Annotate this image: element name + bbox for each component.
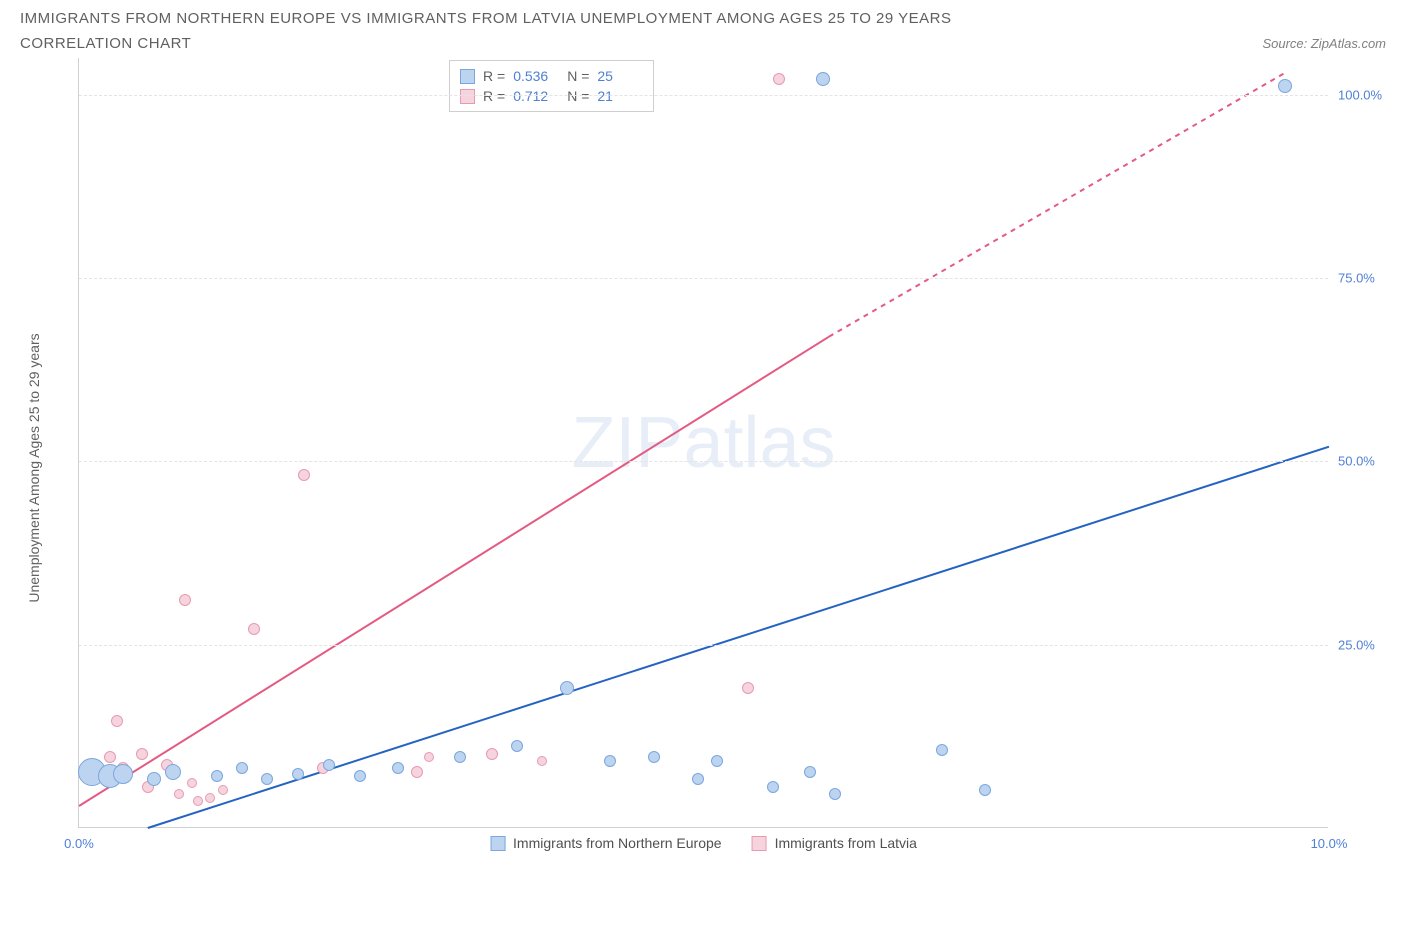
y-tick-label: 100.0%: [1338, 87, 1388, 102]
y-axis-label: Unemployment Among Ages 25 to 29 years: [26, 333, 42, 602]
stat-r-value: 0.536: [513, 66, 559, 86]
stat-r-value: 0.712: [513, 86, 559, 106]
data-point: [354, 770, 366, 782]
data-point: [104, 751, 116, 763]
legend-swatch: [460, 69, 475, 84]
stats-legend-row: R = 0.536 N = 25: [460, 66, 643, 86]
data-point: [111, 715, 123, 727]
data-point: [511, 740, 523, 752]
y-tick-label: 25.0%: [1338, 637, 1388, 652]
data-point: [211, 770, 223, 782]
data-point: [205, 793, 215, 803]
stats-legend: R = 0.536 N = 25 R = 0.712 N = 21: [449, 60, 654, 112]
gridline: [79, 95, 1328, 96]
legend-swatch: [490, 836, 505, 851]
gridline: [79, 278, 1328, 279]
data-point: [692, 773, 704, 785]
data-point: [323, 759, 335, 771]
source-label: Source: ZipAtlas.com: [1262, 36, 1386, 51]
data-point: [193, 796, 203, 806]
stats-legend-row: R = 0.712 N = 21: [460, 86, 643, 106]
data-point: [767, 781, 779, 793]
data-point: [648, 751, 660, 763]
data-point: [711, 755, 723, 767]
data-point: [604, 755, 616, 767]
data-point: [411, 766, 423, 778]
data-point: [147, 772, 161, 786]
data-point: [560, 681, 574, 695]
regression-line: [829, 73, 1285, 337]
data-point: [298, 469, 310, 481]
data-point: [936, 744, 948, 756]
gridline: [79, 645, 1328, 646]
stat-n-value: 21: [597, 86, 643, 106]
data-point: [236, 762, 248, 774]
chart-title-line2: CORRELATION CHART: [20, 35, 191, 52]
x-tick-label: 10.0%: [1311, 836, 1348, 851]
legend-swatch: [752, 836, 767, 851]
y-tick-label: 75.0%: [1338, 271, 1388, 286]
data-point: [136, 748, 148, 760]
data-point: [804, 766, 816, 778]
data-point: [742, 682, 754, 694]
data-point: [486, 748, 498, 760]
data-point: [179, 594, 191, 606]
data-point: [816, 72, 830, 86]
x-tick-label: 0.0%: [64, 836, 94, 851]
legend-label: Immigrants from Latvia: [775, 835, 917, 851]
data-point: [454, 751, 466, 763]
data-point: [174, 789, 184, 799]
data-point: [261, 773, 273, 785]
stat-n-label: N =: [567, 66, 589, 86]
data-point: [187, 778, 197, 788]
legend-item: Immigrants from Latvia: [752, 835, 917, 851]
stat-n-value: 25: [597, 66, 643, 86]
plot-area: ZIPatlas R =0.536N =25R =0.712N =21 Immi…: [78, 58, 1328, 828]
legend-swatch: [460, 89, 475, 104]
legend-item: Immigrants from Northern Europe: [490, 835, 722, 851]
data-point: [292, 768, 304, 780]
regression-line: [79, 337, 829, 806]
data-point: [773, 73, 785, 85]
chart-title-line1: IMMIGRANTS FROM NORTHERN EUROPE VS IMMIG…: [20, 10, 1386, 27]
data-point: [165, 764, 181, 780]
data-point: [979, 784, 991, 796]
series-legend: Immigrants from Northern Europe Immigrant…: [490, 835, 917, 851]
data-point: [218, 785, 228, 795]
data-point: [537, 756, 547, 766]
data-point: [248, 623, 260, 635]
data-point: [424, 752, 434, 762]
data-point: [392, 762, 404, 774]
y-tick-label: 50.0%: [1338, 454, 1388, 469]
data-point: [1278, 79, 1292, 93]
regression-lines: [79, 58, 1328, 827]
legend-label: Immigrants from Northern Europe: [513, 835, 722, 851]
correlation-chart: Unemployment Among Ages 25 to 29 years Z…: [20, 58, 1386, 878]
gridline: [79, 461, 1328, 462]
stat-r-label: R =: [483, 66, 505, 86]
data-point: [113, 764, 133, 784]
stat-n-label: N =: [567, 86, 589, 106]
stat-r-label: R =: [483, 86, 505, 106]
data-point: [829, 788, 841, 800]
